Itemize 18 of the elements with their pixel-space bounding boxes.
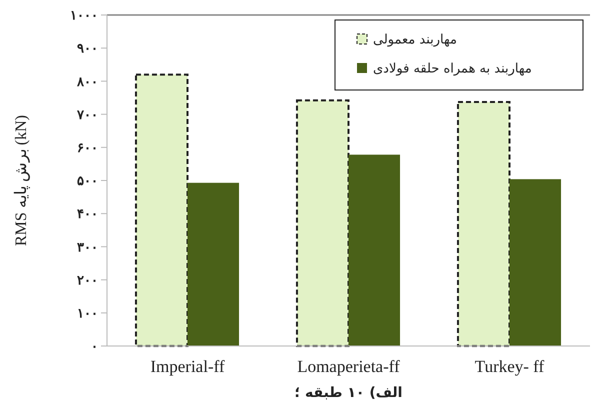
x-tick-label: Lomaperieta-ff <box>297 357 400 376</box>
x-tick-label: Imperial-ff <box>150 357 225 376</box>
y-tick-label: ۵۰۰ <box>77 173 98 188</box>
y-tick-label: ۰ <box>91 338 98 354</box>
y-tick-label: ۹۰۰ <box>77 40 98 56</box>
y-axis-title: RMS برش پایه (kN) <box>13 114 30 246</box>
y-tick-label: ۳۰۰ <box>77 239 98 254</box>
y-tick-label: ۷۰۰ <box>76 106 98 122</box>
y-tick-label: ۸۰۰ <box>76 74 98 89</box>
x-tick-label: Turkey- ff <box>474 357 545 376</box>
y-tick-label: ۴۰۰ <box>77 206 98 222</box>
y-tick-label: ۲۰۰ <box>77 272 98 288</box>
y-tick-label: ۱۰۰ <box>77 305 98 320</box>
y-tick-label: ۶۰۰ <box>77 140 98 155</box>
x-axis-title: الف) ۱۰ طبقه ؛ <box>294 385 402 401</box>
legend-label: مهاربند معمولی <box>373 32 457 48</box>
y-tick-label: ۱۰۰۰ <box>70 8 98 23</box>
legend-label: مهاربند به همراه حلقه فولادی <box>373 62 532 77</box>
